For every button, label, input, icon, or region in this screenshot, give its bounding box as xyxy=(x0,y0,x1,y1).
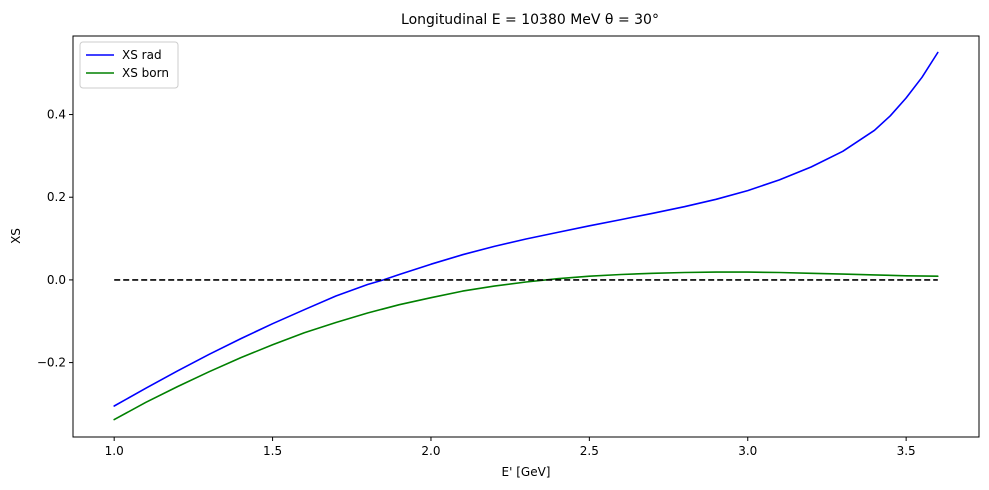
y-axis-label: XS xyxy=(9,228,23,244)
x-axis-label: E' [GeV] xyxy=(502,465,551,479)
y-tick-label: 0.4 xyxy=(47,108,66,122)
x-tick-label: 3.0 xyxy=(738,444,757,458)
x-tick-label: 3.5 xyxy=(897,444,916,458)
x-tick-label: 1.5 xyxy=(263,444,282,458)
x-tick-label: 2.5 xyxy=(580,444,599,458)
x-tick-label: 1.0 xyxy=(105,444,124,458)
series-line-1 xyxy=(113,51,939,407)
y-tick-label: −0.2 xyxy=(37,356,66,370)
chart-title: Longitudinal E = 10380 MeV θ = 30° xyxy=(401,12,659,28)
legend-label: XS rad xyxy=(122,48,162,62)
x-tick-label: 2.0 xyxy=(421,444,440,458)
legend: XS rad XS born xyxy=(79,41,179,89)
legend-box xyxy=(79,41,179,89)
y-tick-label: 0.2 xyxy=(47,190,66,204)
series-line-2 xyxy=(113,271,939,421)
plot-frame xyxy=(72,35,980,438)
y-tick-label: 0.0 xyxy=(47,273,66,287)
x-axis: 1.0 1.5 2.0 2.5 3.0 3.5 xyxy=(105,437,916,458)
legend-label: XS born xyxy=(122,66,169,80)
y-axis: −0.2 0.0 0.2 0.4 xyxy=(37,108,73,370)
series-layer xyxy=(113,51,939,421)
